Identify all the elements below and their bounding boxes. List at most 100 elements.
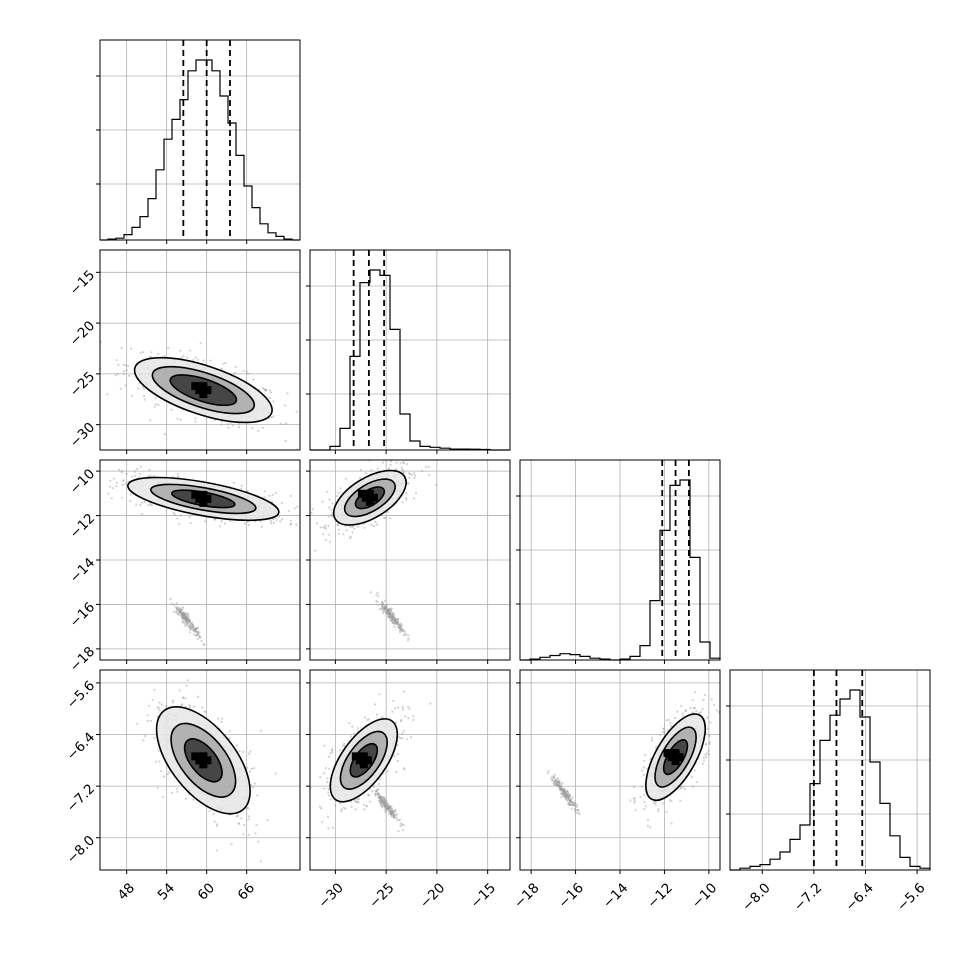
sample-point (324, 524, 327, 527)
sample-point (375, 600, 378, 603)
sample-point (559, 788, 562, 791)
sample-point (391, 617, 394, 621)
sample-point (379, 804, 382, 807)
sample-point (156, 706, 159, 709)
sample-point (188, 705, 191, 709)
panel-0-0 (96, 39, 301, 244)
sample-point (336, 495, 339, 498)
sample-point (196, 637, 199, 641)
sample-point (178, 607, 181, 610)
sample-point (279, 422, 282, 425)
sample-point (643, 793, 646, 797)
sample-point (569, 794, 572, 797)
sample-point (261, 387, 265, 390)
sample-point (395, 620, 398, 623)
sample-point (135, 503, 138, 506)
sample-point (391, 615, 394, 618)
y-tick-label: −15 (67, 267, 98, 298)
sample-point (328, 506, 331, 509)
sample-point (195, 633, 198, 636)
sample-point (562, 792, 565, 795)
sample-point (390, 607, 393, 610)
sample-point (380, 800, 383, 804)
sample-point (180, 611, 183, 615)
sample-point (181, 607, 184, 610)
sample-point (274, 772, 277, 775)
sample-point (178, 522, 181, 525)
sample-point (567, 795, 570, 798)
sample-point (576, 812, 580, 815)
sample-point (379, 795, 382, 798)
sample-point (679, 799, 682, 802)
sample-point (319, 526, 322, 529)
sample-point (367, 793, 370, 797)
sample-point (669, 724, 673, 728)
sample-point (327, 533, 330, 536)
sample-point (398, 626, 401, 630)
sample-point (365, 805, 368, 808)
sample-point (160, 703, 163, 706)
sample-point (557, 783, 560, 786)
sample-point (390, 809, 393, 812)
sample-point (390, 812, 393, 815)
sample-point (233, 371, 236, 375)
sample-point (396, 622, 399, 625)
sample-point (356, 800, 359, 804)
sample-point (653, 802, 656, 805)
sample-point (185, 620, 188, 624)
sample-point (399, 627, 402, 630)
sample-point (172, 610, 175, 613)
sample-point (381, 801, 384, 804)
sample-point (413, 476, 416, 480)
sample-point (562, 791, 565, 795)
sample-point (187, 618, 190, 622)
sample-point (691, 711, 695, 714)
sample-point (392, 618, 396, 621)
sample-point (399, 631, 402, 634)
sample-point (386, 609, 389, 612)
sample-point (384, 608, 387, 611)
sample-point (390, 616, 394, 619)
sample-point (388, 467, 391, 470)
x-tick-label: −16 (556, 880, 587, 911)
sample-point (137, 387, 140, 390)
sample-point (146, 714, 149, 717)
sample-point (384, 608, 387, 611)
sample-point (558, 782, 562, 785)
sample-point (383, 608, 386, 611)
sample-point (573, 802, 576, 806)
sample-point (188, 704, 191, 707)
sample-point (388, 812, 391, 815)
sample-point (230, 843, 233, 846)
sample-point (316, 522, 319, 525)
sample-point (228, 730, 231, 733)
sample-point (327, 787, 330, 791)
sample-point (395, 621, 398, 624)
sample-point (383, 809, 387, 812)
sample-point (383, 607, 386, 610)
sample-point (384, 606, 387, 609)
sample-point (186, 624, 189, 627)
sample-point (629, 799, 632, 802)
sample-point (115, 359, 118, 362)
sample-point (114, 374, 117, 377)
sample-point (220, 367, 223, 370)
sample-point (367, 793, 370, 797)
sample-point (381, 603, 384, 606)
sample-point (193, 629, 196, 633)
sample-point (120, 471, 123, 474)
histogram-step (100, 59, 300, 241)
sample-point (172, 699, 175, 702)
sample-point (374, 520, 377, 523)
sample-point (184, 615, 187, 618)
sample-point (562, 794, 565, 797)
sample-point (383, 604, 386, 607)
sample-point (122, 372, 125, 375)
sample-point (388, 608, 391, 612)
sample-point (642, 766, 646, 769)
x-tick-label: −8.0 (739, 880, 773, 914)
sample-point (181, 611, 184, 615)
sample-point (175, 787, 178, 790)
sample-point (385, 606, 388, 610)
sample-point (184, 619, 187, 622)
